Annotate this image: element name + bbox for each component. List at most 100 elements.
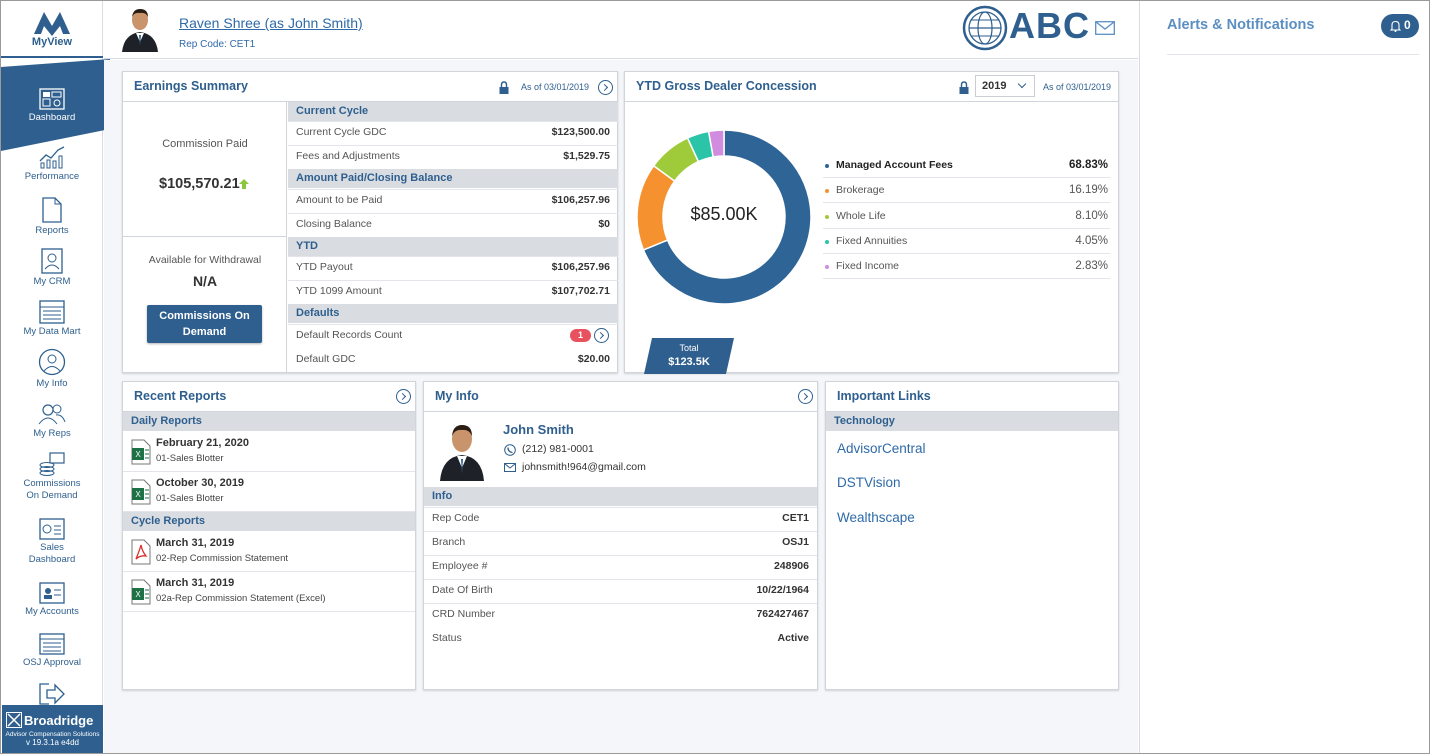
row-label: Amount to be Paid (296, 194, 383, 206)
info-phone: (212) 981-0001 (522, 443, 594, 455)
row-value: CET1 (782, 512, 809, 524)
alerts-badge[interactable]: 0 (1381, 14, 1419, 38)
myview-logo[interactable]: MyView (1, 1, 103, 58)
nav-sales-dashboard[interactable]: Sales Dashboard (1, 518, 103, 566)
total-value: $123.5K (668, 356, 710, 368)
default-count-badge[interactable]: 1 (570, 329, 591, 342)
report-name: 01-Sales Blotter (156, 453, 224, 464)
row-value: 248906 (773, 560, 809, 572)
svg-text:X: X (135, 590, 141, 599)
important-links-panel: Important Links Technology AdvisorCentra… (825, 381, 1119, 690)
default-records-button[interactable] (594, 328, 609, 343)
report-date: February 21, 2020 (156, 437, 249, 449)
section-defaults: Defaults (288, 304, 618, 323)
withdrawal-label: Available for Withdrawal (148, 254, 262, 266)
reports-document-icon (42, 197, 62, 223)
ytd-title: YTD Gross Dealer Concession (636, 79, 817, 93)
ytd-gdc-panel: YTD Gross Dealer Concession 2019 As of 0… (624, 71, 1119, 374)
report-date: March 31, 2019 (156, 537, 235, 549)
commissions-coins-icon (39, 452, 65, 476)
bell-icon (1390, 20, 1401, 32)
user-name-link[interactable]: Raven Shree (as John Smith) (179, 15, 363, 31)
legend-label: Brokerage (836, 184, 885, 197)
recent-reports-title: Recent Reports (134, 389, 227, 403)
nav-dashboard[interactable]: Dashboard (1, 88, 103, 124)
row-value: $0 (598, 218, 610, 230)
row-fees-adjustments: Fees and Adjustments $1,529.75 (288, 145, 618, 162)
divider (1167, 54, 1419, 55)
nav-my-crm[interactable]: My CRM (1, 248, 103, 288)
nav-my-reps[interactable]: My Reps (1, 402, 103, 440)
nav-label-osj-approval: OSJ Approval (22, 657, 82, 668)
row-value: $106,257.96 (551, 194, 610, 206)
row-label: YTD 1099 Amount (296, 285, 382, 297)
info-row-dob: Date Of Birth 10/22/1964 (424, 579, 817, 596)
svg-text:X: X (135, 450, 141, 459)
legend-label: Fixed Income (836, 260, 900, 273)
info-row-employee: Employee # 248906 (424, 555, 817, 572)
svg-text:X: X (135, 490, 141, 499)
nav-label-reports: Reports (35, 225, 69, 236)
nav-reports[interactable]: Reports (1, 197, 103, 237)
nav-commissions-on-demand[interactable]: Commissions On Demand (1, 452, 103, 502)
link-wealthscape[interactable]: Wealthscape (837, 510, 915, 525)
cycle-reports-header: Cycle Reports (123, 512, 415, 531)
link-dstvision[interactable]: DSTVision (837, 475, 901, 490)
nav-performance[interactable]: Performance (1, 145, 103, 183)
my-info-more-button[interactable] (798, 389, 813, 404)
link-advisorcentral[interactable]: AdvisorCentral (837, 441, 926, 456)
commission-paid-value: $105,570.21 (159, 176, 240, 192)
performance-chart-icon (39, 146, 65, 169)
excel-file-icon: X (131, 579, 151, 605)
row-label: Default Records Count (296, 329, 403, 341)
user-avatar[interactable] (120, 4, 160, 52)
row-default-records-count: Default Records Count 1 (288, 324, 618, 343)
earnings-as-of: As of 03/01/2019 (521, 82, 590, 92)
nav-label-performance: Performance (24, 171, 80, 182)
report-date: March 31, 2019 (156, 577, 235, 589)
envelope-icon (504, 463, 516, 472)
earnings-detail-button[interactable] (598, 80, 613, 95)
nav-logout[interactable] (1, 683, 103, 707)
crm-contact-icon (41, 248, 63, 274)
legend-dot (825, 265, 829, 270)
legend-value: 68.83% (1068, 159, 1108, 171)
nav-my-info[interactable]: My Info (1, 348, 103, 390)
commissions-on-demand-button[interactable]: Commissions On Demand (147, 305, 262, 343)
legend-value: 2.83% (1075, 260, 1108, 273)
row-value: $106,257.96 (551, 261, 610, 273)
logout-arrow-icon (39, 683, 65, 705)
withdrawal-value: N/A (192, 273, 218, 289)
divider (123, 411, 415, 412)
broadridge-version: v 19.3.1a e4dd (26, 738, 79, 747)
report-item[interactable]: X March 31, 2019 02a-Rep Commission Stat… (123, 572, 415, 612)
osj-approval-icon (39, 633, 65, 655)
nav-my-data-mart[interactable]: My Data Mart (1, 300, 103, 338)
phone-icon (504, 444, 516, 456)
legend-dot (825, 189, 829, 194)
report-item[interactable]: X October 30, 2019 01-Sales Blotter (123, 472, 415, 512)
total-label: Total (679, 343, 699, 353)
lock-icon (499, 81, 509, 94)
recent-reports-more-button[interactable] (396, 389, 411, 404)
year-select[interactable]: 2019 (975, 75, 1035, 97)
earnings-title: Earnings Summary (134, 79, 248, 93)
lock-icon (959, 81, 969, 94)
mail-icon[interactable] (1095, 21, 1115, 35)
report-item[interactable]: X February 21, 2020 01-Sales Blotter (123, 432, 415, 472)
broadridge-subtitle: Advisor Compensation Solutions v 19.3.1a… (2, 731, 103, 747)
nav-osj-approval[interactable]: OSJ Approval (1, 633, 103, 669)
alerts-count: 0 (1404, 18, 1411, 32)
nav-my-accounts[interactable]: My Accounts (1, 582, 103, 618)
earnings-left-column: Commission Paid $105,570.21 Available fo… (123, 102, 287, 373)
broadridge-line1: Advisor Compensation Solutions (5, 731, 100, 738)
row-current-cycle-gdc: Current Cycle GDC $123,500.00 (288, 121, 618, 138)
broadridge-logo-icon (6, 712, 22, 728)
total-tab-shape (644, 338, 734, 374)
nav-label-my-accounts: My Accounts (25, 606, 79, 617)
active-nav-highlight (1, 59, 110, 151)
section-current-cycle: Current Cycle (288, 102, 618, 121)
report-item[interactable]: March 31, 2019 02-Rep Commission Stateme… (123, 532, 415, 572)
nav-label-my-data-mart: My Data Mart (23, 326, 81, 337)
row-ytd-payout: YTD Payout $106,257.96 (288, 256, 618, 273)
